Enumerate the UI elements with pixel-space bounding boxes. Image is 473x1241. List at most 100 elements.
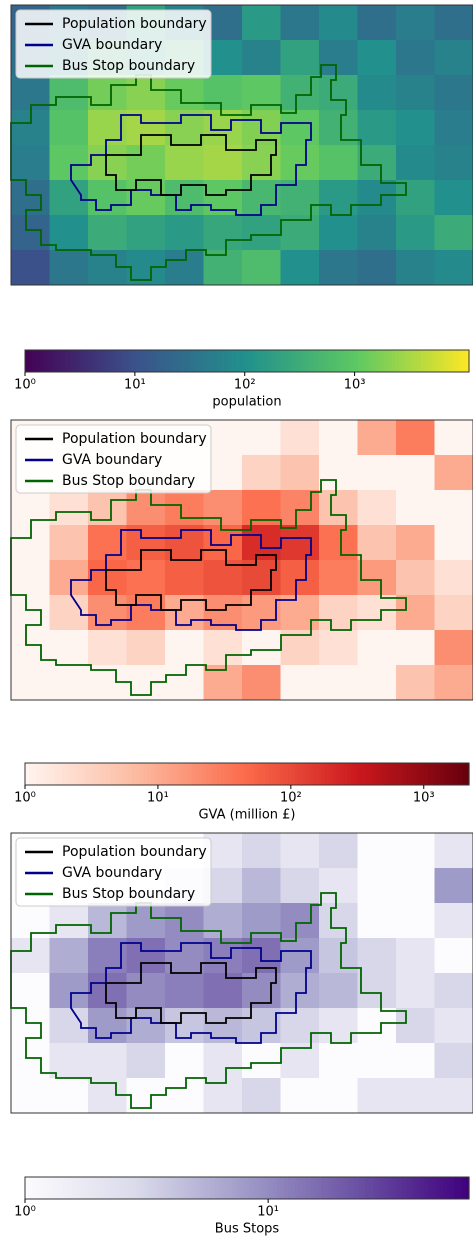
colorbar-step <box>47 763 51 785</box>
heat-cell <box>204 215 243 251</box>
colorbar-step <box>184 350 188 372</box>
colorbar-step <box>406 763 410 785</box>
colorbar-step <box>314 763 318 785</box>
heat-cell <box>242 5 281 41</box>
colorbar-step <box>273 1177 277 1199</box>
colorbar-step <box>129 763 133 785</box>
colorbar-step <box>254 350 258 372</box>
colorbar-step <box>303 1177 307 1199</box>
colorbar-step <box>262 763 266 785</box>
colorbar-step <box>66 1177 70 1199</box>
heat-cell <box>358 938 397 974</box>
heat-cell <box>281 5 320 41</box>
colorbar-step <box>354 1177 358 1199</box>
colorbar-tick-label: 10¹ <box>124 378 146 393</box>
colorbar-step <box>299 350 303 372</box>
colorbar-step <box>303 763 307 785</box>
colorbar-step <box>188 350 192 372</box>
heat-cell <box>165 903 204 939</box>
heat-cell <box>435 938 473 974</box>
colorbar-step <box>421 763 425 785</box>
colorbar-step <box>432 1177 436 1199</box>
colorbar-step <box>421 350 425 372</box>
colorbar-step <box>354 763 358 785</box>
colorbar-step <box>236 1177 240 1199</box>
heat-cell <box>358 455 397 491</box>
heat-cell <box>281 868 320 904</box>
heat-cell <box>319 1078 358 1114</box>
colorbar-step <box>155 1177 159 1199</box>
colorbar-step <box>462 763 466 785</box>
heat-cell <box>165 1043 204 1079</box>
colorbar-step <box>169 350 173 372</box>
colorbar-step <box>232 1177 236 1199</box>
colorbar-tick-label: 10⁰ <box>14 791 36 806</box>
colorbar-step <box>51 1177 55 1199</box>
colorbar-step <box>428 350 432 372</box>
colorbar-step <box>195 350 199 372</box>
heat-cell <box>358 630 397 666</box>
colorbar-step <box>428 763 432 785</box>
heat-cell <box>127 75 166 111</box>
colorbar-step <box>258 1177 262 1199</box>
colorbar-step <box>206 350 210 372</box>
heat-cell <box>358 490 397 526</box>
heat-cell <box>435 630 473 666</box>
colorbar-step <box>166 1177 170 1199</box>
colorbar-step <box>51 350 55 372</box>
colorbar-step <box>436 350 440 372</box>
heat-cell <box>281 938 320 974</box>
colorbar-step <box>432 350 436 372</box>
heat-cell <box>319 903 358 939</box>
colorbar-step <box>291 763 295 785</box>
colorbar-step <box>192 763 196 785</box>
colorbar-step <box>395 1177 399 1199</box>
heat-cell <box>127 903 166 939</box>
colorbar-step <box>358 1177 362 1199</box>
colorbar-step <box>336 763 340 785</box>
heat-cell <box>281 833 320 869</box>
colorbar-step <box>118 1177 122 1199</box>
heat-cell <box>396 145 435 181</box>
colorbar-step <box>132 1177 136 1199</box>
heat-cell <box>396 1078 435 1114</box>
heat-cell <box>319 868 358 904</box>
colorbar-step <box>280 350 284 372</box>
colorbar-step <box>210 763 214 785</box>
colorbar-step <box>77 1177 81 1199</box>
colorbar-step <box>458 1177 462 1199</box>
colorbar-step <box>147 763 151 785</box>
colorbar-step <box>73 1177 77 1199</box>
heat-cell <box>50 560 89 596</box>
heat-cell <box>165 1078 204 1114</box>
colorbar-step <box>95 350 99 372</box>
colorbar-step <box>454 350 458 372</box>
colorbar-step <box>277 763 281 785</box>
colorbar-step <box>62 350 66 372</box>
colorbar-step <box>354 350 358 372</box>
heat-cell <box>358 75 397 111</box>
colorbar-step <box>29 1177 33 1199</box>
colorbar-step <box>436 763 440 785</box>
colorbar-step <box>106 763 110 785</box>
colorbar-step <box>384 763 388 785</box>
heat-cell <box>281 75 320 111</box>
colorbar-step <box>439 350 443 372</box>
colorbar-step <box>232 763 236 785</box>
colorbar-step <box>214 350 218 372</box>
colorbar-step <box>343 350 347 372</box>
heat-cell <box>396 420 435 456</box>
legend-label: GVA boundary <box>62 865 162 881</box>
colorbar-step <box>177 763 181 785</box>
colorbar-step <box>388 350 392 372</box>
heat-cell <box>281 145 320 181</box>
colorbar-step <box>214 763 218 785</box>
colorbar-step <box>151 1177 155 1199</box>
heat-cell <box>396 250 435 286</box>
heat-cell <box>358 1078 397 1114</box>
colorbar-step <box>325 1177 329 1199</box>
colorbar-step <box>284 350 288 372</box>
colorbar-step <box>291 350 295 372</box>
colorbar-step <box>317 350 321 372</box>
heat-cell <box>204 490 243 526</box>
